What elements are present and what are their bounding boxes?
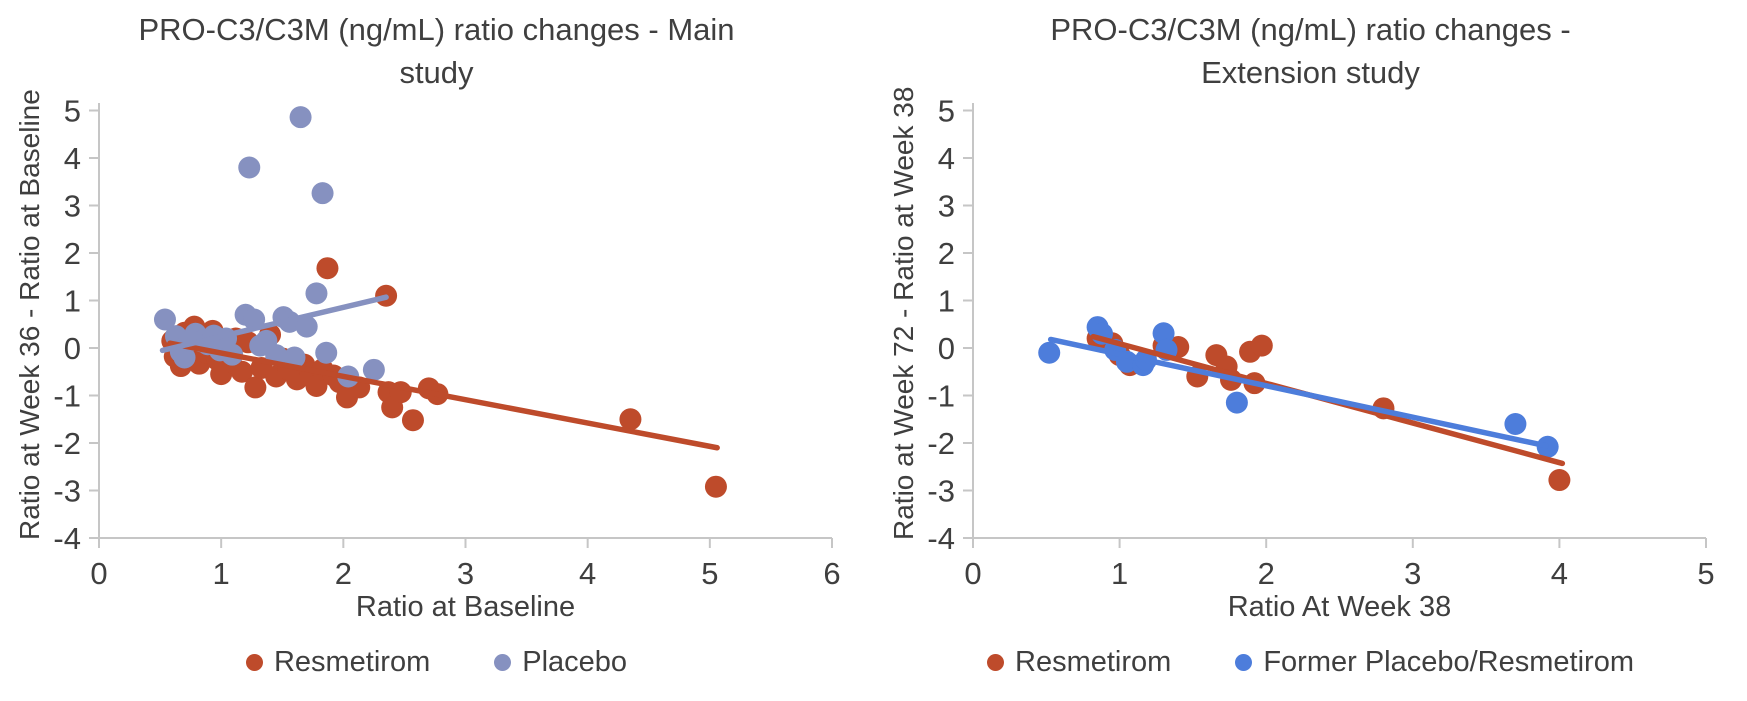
- scatter-point: [173, 346, 196, 369]
- legend-item-placebo: Placebo: [494, 646, 627, 679]
- y-tick-label: 3: [938, 189, 955, 224]
- x-axis-title-main-study: Ratio at Baseline: [355, 591, 576, 623]
- chart-panel-extension-study: PRO-C3/C3M (ng/mL) ratio changes - Exten…: [874, 0, 1747, 701]
- y-tick-label: 2: [938, 236, 955, 271]
- x-tick-label: 6: [823, 556, 840, 591]
- legend-marker-icon: [1235, 654, 1253, 671]
- trend-line: [1047, 336, 1549, 449]
- scatter-plot-main-study: 0 1 2 3 4 5 6 5 4 3 2 1 0 -1 -2 -3 -4: [53, 94, 840, 592]
- x-axis-title-extension-study: Ratio At Week 38: [1227, 591, 1452, 623]
- x-tick-label: 2: [335, 556, 352, 591]
- scatter-point: [362, 358, 385, 381]
- scatter-point: [619, 408, 642, 431]
- y-tick-label: 4: [64, 141, 81, 176]
- scatter-point: [1548, 469, 1571, 492]
- y-tick-label: 4: [938, 141, 955, 176]
- legend-extension-study: Resmetirom Former Placebo/Resmetirom: [874, 646, 1747, 679]
- legend-label: Resmetirom: [1015, 646, 1172, 678]
- scatter-point: [238, 156, 261, 179]
- y-tick-label: -2: [927, 426, 955, 461]
- legend-marker-icon: [245, 654, 263, 671]
- scatter-plot-extension-study: 0 1 2 3 4 5 5 4 3 2 1 0 -1 -2 -3 -4: [927, 94, 1714, 592]
- y-tick-label: 5: [938, 94, 955, 129]
- x-tick-label: 5: [1697, 556, 1714, 591]
- x-tick-label: 3: [1404, 556, 1421, 591]
- legend-label: Resmetirom: [273, 646, 431, 678]
- legend-main-study: Resmetirom Placebo: [0, 646, 873, 679]
- scatter-point: [230, 360, 253, 383]
- legend-item-former-placebo: Former Placebo/Resmetirom: [1235, 646, 1634, 679]
- x-tick-label: 0: [964, 556, 981, 591]
- chart-title-line: Extension study: [1201, 55, 1420, 90]
- y-tick-label: 5: [64, 94, 81, 129]
- x-tick-label: 3: [457, 556, 474, 591]
- chart-panel-main-study: PRO-C3/C3M (ng/mL) ratio changes - Main …: [0, 0, 873, 701]
- y-tick-label: 0: [938, 331, 955, 366]
- y-tick-label: 2: [64, 236, 81, 271]
- trend-line: [167, 340, 720, 451]
- chart-title-line: study: [399, 55, 474, 90]
- y-tick-label: 0: [64, 331, 81, 366]
- x-tick-label: 5: [701, 556, 718, 591]
- scatter-point: [153, 308, 176, 331]
- scatter-point: [704, 475, 727, 498]
- y-tick-label: -4: [927, 521, 955, 556]
- scatter-point: [316, 257, 339, 280]
- scatter-point: [311, 182, 334, 205]
- legend-marker-icon: [494, 654, 512, 671]
- y-tick-label: -3: [927, 474, 955, 509]
- x-tick-label: 1: [1111, 556, 1128, 591]
- x-tick-label: 2: [1258, 556, 1275, 591]
- y-tick-label: -1: [53, 379, 81, 414]
- chart-title-extension-study: PRO-C3/C3M (ng/mL) ratio changes - Exten…: [874, 8, 1747, 94]
- scatter-point: [1504, 413, 1527, 435]
- y-tick-label: -1: [927, 379, 955, 414]
- chart-title-main-study: PRO-C3/C3M (ng/mL) ratio changes - Main …: [0, 8, 873, 94]
- scatter-point: [295, 315, 318, 338]
- scatter-point: [1152, 322, 1175, 345]
- legend-label: Placebo: [522, 646, 628, 678]
- trend-line: [159, 294, 389, 354]
- x-tick-label: 1: [213, 556, 230, 591]
- scatter-point: [244, 376, 267, 399]
- scatter-point: [1225, 391, 1248, 414]
- x-tick-label: 4: [579, 556, 596, 591]
- legend-item-resmetirom: Resmetirom: [987, 646, 1171, 679]
- scatter-point: [283, 346, 306, 369]
- y-tick-label: 1: [938, 284, 955, 319]
- scatter-point: [1250, 334, 1273, 357]
- scatter-point: [315, 341, 338, 364]
- x-tick-label: 0: [90, 556, 107, 591]
- y-tick-label: -3: [53, 474, 81, 509]
- chart-title-line: PRO-C3/C3M (ng/mL) ratio changes -: [1050, 12, 1571, 47]
- scatter-point: [305, 375, 328, 397]
- y-tick-label: 3: [64, 189, 81, 224]
- scatter-point: [1038, 341, 1061, 364]
- chart-title-line: PRO-C3/C3M (ng/mL) ratio changes - Main: [138, 12, 735, 47]
- scatter-point: [305, 282, 328, 305]
- scatter-point: [289, 106, 312, 129]
- y-tick-label: -2: [53, 426, 81, 461]
- scatter-point: [401, 409, 424, 432]
- legend-marker-icon: [987, 654, 1005, 671]
- legend-item-resmetirom: Resmetirom: [245, 646, 431, 679]
- y-tick-label: -4: [53, 521, 81, 556]
- x-tick-label: 4: [1551, 556, 1568, 591]
- y-tick-label: 1: [64, 284, 81, 319]
- legend-label: Former Placebo/Resmetirom: [1263, 646, 1634, 678]
